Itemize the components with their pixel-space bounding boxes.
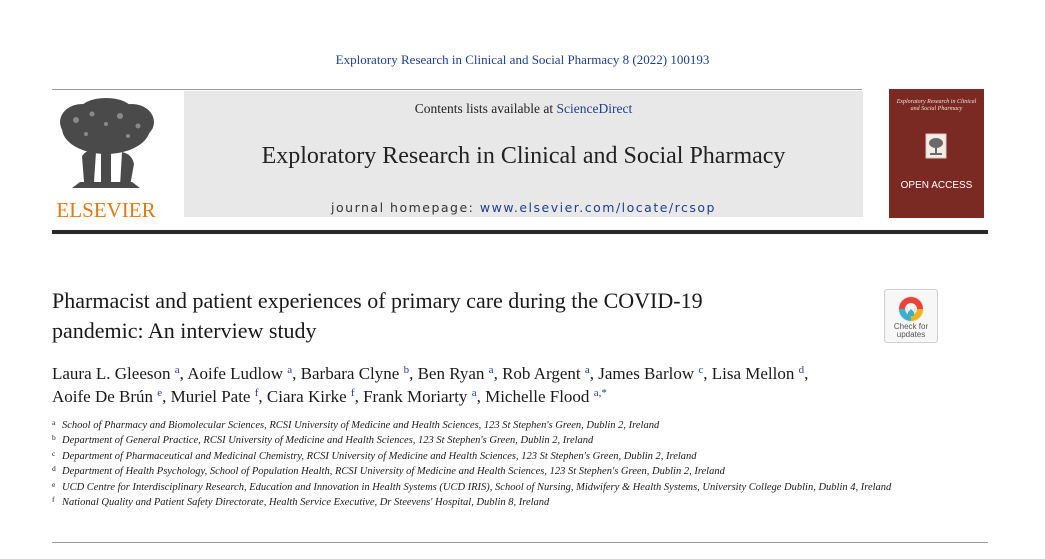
affiliation-list: a School of Pharmacy and Biomolecular Sci… xyxy=(52,418,932,510)
header-divider xyxy=(52,230,988,234)
journal-masthead: Contents lists available at ScienceDirec… xyxy=(184,91,863,217)
homepage-link[interactable]: www.elsevier.com/locate/rcsop xyxy=(479,200,716,215)
author-separator: , xyxy=(179,364,188,383)
check-updates-line-2: updates xyxy=(896,330,926,339)
affiliation-text: National Quality and Patient Safety Dire… xyxy=(62,497,550,509)
author-name[interactable]: Laura L. Gleeson xyxy=(52,364,171,383)
journal-cover[interactable]: Exploratory Research in Clinical and Soc… xyxy=(889,89,984,218)
author-affiliation-mark[interactable]: b xyxy=(403,364,410,376)
author-name[interactable]: Barbara Clyne xyxy=(300,364,400,383)
author-separator: , xyxy=(589,364,599,383)
crossmark-icon xyxy=(896,294,926,324)
affiliation-item: e UCD Centre for Interdisciplinary Resear… xyxy=(52,480,932,495)
author-line-2: Aoife De Brún e, Muriel Pate f, Ciara Ki… xyxy=(52,385,952,408)
author-name[interactable]: Aoife Ludlow xyxy=(187,364,284,383)
contents-line: Contents lists available at ScienceDirec… xyxy=(184,101,863,117)
check-for-updates-label: Check for updates xyxy=(885,323,937,339)
contents-prefix: Contents lists available at xyxy=(414,101,557,116)
affiliation-text: Department of Health Psychology, School … xyxy=(62,466,725,478)
cover-title: Exploratory Research in Clinical and Soc… xyxy=(896,99,977,112)
author-name[interactable]: Ben Ryan xyxy=(417,364,485,383)
author-separator: , xyxy=(804,364,809,383)
affiliation-mark: e xyxy=(52,479,56,489)
affiliation-mark: a xyxy=(52,418,56,427)
affiliation-text: UCD Centre for Interdisciplinary Researc… xyxy=(62,481,892,493)
author-list: Laura L. Gleeson a, Aoife Ludlow a, Barb… xyxy=(52,362,952,408)
author-name[interactable]: Muriel Pate xyxy=(170,387,251,406)
author-separator: , xyxy=(409,364,418,383)
author-separator: , xyxy=(258,387,267,406)
author-separator: , xyxy=(476,387,486,406)
author-name[interactable]: Rob Argent xyxy=(502,364,581,383)
author-name[interactable]: Frank Moriarty xyxy=(363,387,468,406)
elsevier-tree-icon[interactable] xyxy=(52,96,160,220)
author-affiliation-mark[interactable]: a,* xyxy=(593,387,607,399)
author-separator: , xyxy=(162,387,171,406)
affiliation-mark: f xyxy=(52,495,55,505)
check-updates-line-1: Check for xyxy=(893,322,929,331)
affiliation-text: School of Pharmacy and Biomolecular Scie… xyxy=(62,420,660,431)
check-for-updates-button[interactable]: Check for updates xyxy=(884,289,938,343)
affiliation-item: a School of Pharmacy and Biomolecular Sci… xyxy=(52,418,932,433)
author-line-1: Laura L. Gleeson a, Aoife Ludlow a, Barb… xyxy=(52,362,952,385)
author-affiliation-mark[interactable]: a xyxy=(584,364,590,376)
sciencedirect-link[interactable]: ScienceDirect xyxy=(556,101,633,116)
article-title-line-2: pandemic: An interview study xyxy=(52,318,317,343)
affiliation-mark: c xyxy=(52,448,56,458)
article-title: Pharmacist and patient experiences of pr… xyxy=(52,286,852,346)
affiliation-mark: d xyxy=(52,464,56,474)
author-affiliation-mark[interactable]: e xyxy=(157,387,163,399)
author-affiliation-mark[interactable]: a xyxy=(471,387,477,399)
author-name[interactable]: Lisa Mellon xyxy=(711,364,795,383)
bottom-divider xyxy=(52,542,988,543)
author-affiliation-mark[interactable]: d xyxy=(798,364,805,376)
author-separator: , xyxy=(493,364,503,383)
affiliation-item: c Department of Pharmaceutical and Medici… xyxy=(52,449,932,464)
author-affiliation-mark[interactable]: f xyxy=(350,387,355,399)
journal-homepage-line: journal homepage: www.elsevier.com/locat… xyxy=(184,200,863,215)
author-name[interactable]: James Barlow xyxy=(598,364,695,383)
author-separator: , xyxy=(354,387,364,406)
cover-emblem-icon xyxy=(925,133,947,159)
affiliation-item: f National Quality and Patient Safety Dir… xyxy=(52,495,932,510)
author-separator: , xyxy=(703,364,712,383)
affiliation-mark: b xyxy=(52,433,56,443)
affiliation-item: d Department of Health Psychology, School… xyxy=(52,464,932,479)
journal-citation[interactable]: Exploratory Research in Clinical and Soc… xyxy=(335,52,710,67)
journal-title: Exploratory Research in Clinical and Soc… xyxy=(261,143,786,169)
affiliation-item: b Department of General Practice, RCSI Un… xyxy=(52,433,932,448)
author-affiliation-mark[interactable]: a xyxy=(174,364,180,376)
author-affiliation-mark[interactable]: a xyxy=(488,364,494,376)
elsevier-wordmark: ELSEVIER xyxy=(56,198,156,222)
affiliation-text: Department of General Practice, RCSI Uni… xyxy=(62,435,594,447)
author-affiliation-mark[interactable]: a xyxy=(287,364,293,376)
author-name[interactable]: Aoife De Brún xyxy=(52,387,154,406)
affiliation-text: Department of Pharmaceutical and Medicin… xyxy=(62,450,697,462)
author-affiliation-mark[interactable]: c xyxy=(698,364,704,376)
homepage-prefix: journal homepage: xyxy=(331,200,480,215)
author-name[interactable]: Michelle Flood xyxy=(485,387,590,406)
open-access-label: OPEN ACCESS xyxy=(900,180,973,191)
author-name[interactable]: Ciara Kirke xyxy=(266,387,347,406)
author-affiliation-mark[interactable]: f xyxy=(254,387,259,399)
author-separator: , xyxy=(292,364,301,383)
header-top-rule xyxy=(52,89,862,90)
article-title-line-1: Pharmacist and patient experiences of pr… xyxy=(52,288,703,313)
